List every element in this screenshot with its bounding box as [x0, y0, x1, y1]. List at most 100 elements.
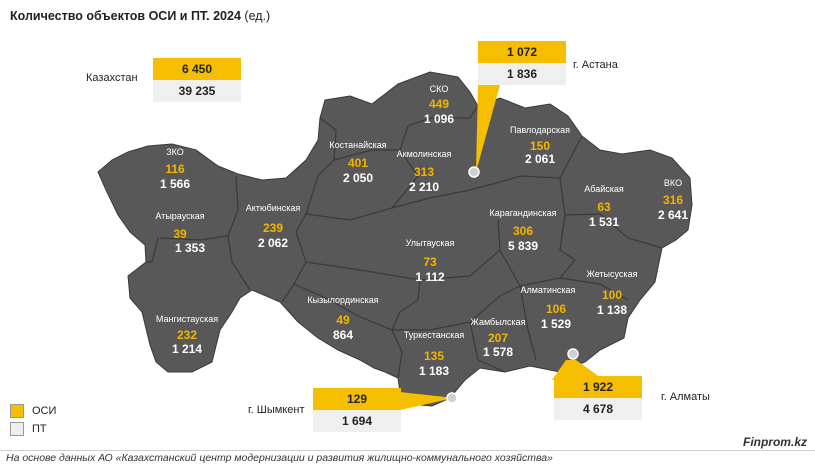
region-pt: 1 529 [541, 317, 571, 331]
region-pt: 1 566 [160, 177, 190, 191]
region-label-vko: ВКО 316 2 641 [658, 178, 688, 222]
region-name: ВКО [664, 178, 682, 188]
region-name: Акмолинская [397, 149, 452, 159]
region-osi: 207 [488, 331, 508, 345]
region-osi: 116 [165, 162, 185, 176]
almaty-marker [567, 348, 579, 360]
almaty-pt: 4 678 [554, 398, 642, 420]
shymkent-pointer [400, 392, 454, 410]
region-label-mangystau: Мангистауская 232 1 214 [156, 314, 218, 356]
shymkent-osi: 129 [313, 388, 401, 410]
region-name: Жамбылская [471, 317, 526, 327]
region-name: Атырауская [155, 211, 204, 221]
region-osi: 73 [423, 255, 437, 269]
kazakhstan-label: Казахстан [86, 72, 138, 84]
astana-pt: 1 836 [478, 63, 566, 85]
region-label-kostanay: Костанайская 401 2 050 [329, 140, 386, 185]
region-pt: 1 138 [597, 303, 627, 317]
legend-pt: ПТ [10, 422, 47, 436]
footer-divider [0, 450, 815, 451]
region-pt: 1 112 [415, 270, 445, 284]
almaty-osi: 1 922 [554, 376, 642, 398]
region-osi: 313 [414, 165, 434, 179]
region-pt: 1 353 [175, 241, 205, 255]
region-osi: 239 [263, 221, 283, 235]
region-osi: 135 [424, 349, 444, 363]
source-note: На основе данных АО «Казахстанский центр… [6, 452, 553, 464]
region-label-zko: ЗКО 116 1 566 [160, 147, 190, 191]
title-unit: (ед.) [244, 9, 271, 23]
region-osi: 39 [173, 227, 187, 241]
region-osi: 106 [546, 302, 566, 316]
country-shape [97, 71, 693, 407]
region-pt: 2 062 [258, 236, 288, 250]
region-pt: 2 641 [658, 208, 688, 222]
legend-osi-label: ОСИ [32, 405, 57, 417]
kazakhstan-box: 6 450 39 235 [153, 58, 241, 102]
region-label-abai: Абайская 63 1 531 [584, 184, 624, 229]
legend-pt-label: ПТ [32, 423, 47, 435]
region-label-turkestan: Туркестанская 135 1 183 [404, 330, 465, 378]
region-name: Улытауская [406, 238, 455, 248]
region-label-almaty-region: Алматинская 106 1 529 [521, 285, 576, 331]
shymkent-box: 129 1 694 [313, 388, 401, 432]
region-pt: 1 578 [483, 345, 513, 359]
almaty-box: 1 922 4 678 [554, 376, 642, 420]
astana-pointer [476, 85, 500, 172]
region-pt: 2 210 [409, 180, 439, 194]
region-pt: 2 061 [525, 152, 555, 166]
region-label-atyrau: Атырауская 39 1 353 [155, 211, 205, 255]
shymkent-label: г. Шымкент [248, 404, 305, 416]
region-label-kyzylorda: Кызылординская 49 864 [307, 295, 378, 342]
region-name: Павлодарская [510, 125, 570, 135]
region-label-akmola: Акмолинская 313 2 210 [397, 149, 452, 194]
region-osi: 401 [348, 156, 368, 170]
astana-box: 1 072 1 836 [478, 41, 566, 85]
chart-title: Количество объектов ОСИ и ПТ. 2024 (ед.) [10, 9, 270, 23]
region-pt: 2 050 [343, 171, 373, 185]
region-pt: 1 096 [424, 112, 454, 126]
region-osi: 63 [597, 200, 611, 214]
region-name: СКО [430, 84, 449, 94]
region-osi: 306 [513, 224, 533, 238]
region-osi: 49 [336, 313, 350, 327]
region-pt: 5 839 [508, 239, 538, 253]
region-pt: 864 [333, 328, 353, 342]
region-name: Жетысуская [587, 269, 638, 279]
region-name: Актюбинская [246, 203, 301, 213]
region-name: Мангистауская [156, 314, 218, 324]
astana-label: г. Астана [573, 59, 618, 71]
legend-osi-swatch [10, 404, 24, 418]
kazakhstan-pt: 39 235 [153, 80, 241, 102]
almaty-pointer [552, 360, 604, 380]
region-name: Кызылординская [307, 295, 378, 305]
region-pt: 1 183 [419, 364, 449, 378]
kazakhstan-osi: 6 450 [153, 58, 241, 80]
region-pt: 1 531 [589, 215, 619, 229]
region-name: Костанайская [329, 140, 386, 150]
astana-marker [468, 166, 480, 178]
region-label-zhetysu: Жетысуская 100 1 138 [587, 269, 638, 317]
region-name: Алматинская [521, 285, 576, 295]
legend-osi: ОСИ [10, 404, 56, 418]
region-osi: 449 [429, 97, 449, 111]
legend-pt-swatch [10, 422, 24, 436]
region-name: ЗКО [166, 147, 184, 157]
shymkent-pt: 1 694 [313, 410, 401, 432]
region-label-zhambyl: Жамбылская 207 1 578 [471, 317, 526, 359]
region-pt: 1 214 [172, 342, 202, 356]
region-name: Карагандинская [489, 208, 556, 218]
region-osi: 232 [177, 328, 197, 342]
region-name: Абайская [584, 184, 624, 194]
region-label-ulytau: Улытауская 73 1 112 [406, 238, 455, 284]
region-label-karaganda: Карагандинская 306 5 839 [489, 208, 556, 253]
shymkent-marker [446, 392, 458, 404]
brand-logo-text: Finprom.kz [742, 435, 807, 449]
region-label-aktobe: Актюбинская 239 2 062 [246, 203, 301, 250]
almaty-label: г. Алматы [661, 391, 710, 403]
region-osi: 150 [530, 139, 550, 153]
region-name: Туркестанская [404, 330, 465, 340]
region-osi: 100 [602, 288, 622, 302]
astana-osi: 1 072 [478, 41, 566, 63]
